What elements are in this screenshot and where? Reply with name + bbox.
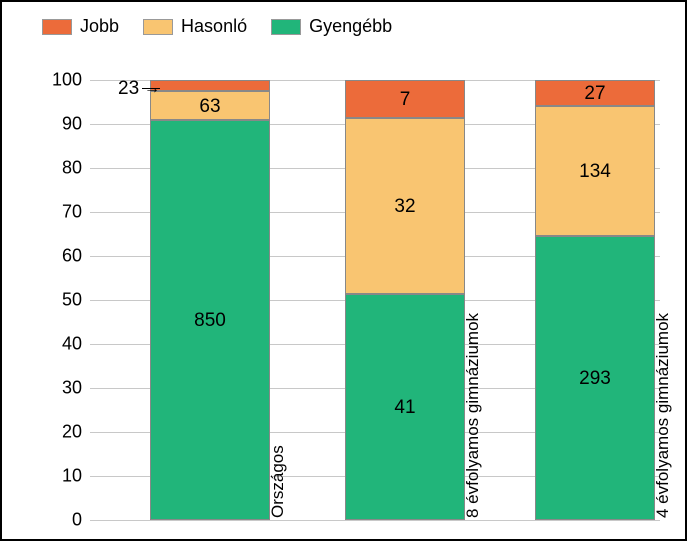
bar-value-label: 7 <box>345 89 465 111</box>
plot-area: 01020304050607080901008506323→Országos41… <box>90 80 660 520</box>
gridline <box>90 520 660 521</box>
arrow-icon: → <box>144 81 160 97</box>
bar-group: 41 32 7 <box>345 80 465 520</box>
legend-item-hasonlo: Hasonló <box>143 16 247 37</box>
category-label: 4 évfolyamos gimnáziumok <box>653 313 673 518</box>
bar-group: 293 134 27 <box>535 80 655 520</box>
y-tick-label: 30 <box>30 378 90 399</box>
bar-value-label: 63 <box>150 96 270 118</box>
arrow-line <box>142 88 160 89</box>
bar-value-label: 27 <box>535 83 655 105</box>
y-tick-label: 20 <box>30 422 90 443</box>
y-tick-label: 70 <box>30 202 90 223</box>
category-label: Országos <box>268 445 288 518</box>
external-value-label: 23 <box>118 78 139 100</box>
legend-swatch-hasonlo <box>143 19 173 35</box>
bar-group: 850 63 <box>150 80 270 520</box>
legend-item-jobb: Jobb <box>42 16 119 37</box>
bar-value-label: 293 <box>535 368 655 390</box>
y-tick-label: 90 <box>30 114 90 135</box>
y-tick-label: 100 <box>30 70 90 91</box>
legend-label-gyengebb: Gyengébb <box>309 16 392 37</box>
bar-value-label: 134 <box>535 161 655 183</box>
y-tick-label: 50 <box>30 290 90 311</box>
y-tick-label: 10 <box>30 466 90 487</box>
y-tick-label: 60 <box>30 246 90 267</box>
bar-value-label: 32 <box>345 196 465 218</box>
y-tick-label: 80 <box>30 158 90 179</box>
legend-swatch-jobb <box>42 19 72 35</box>
legend-item-gyengebb: Gyengébb <box>271 16 392 37</box>
bar-segment-jobb <box>150 80 270 91</box>
y-tick-label: 40 <box>30 334 90 355</box>
bar-value-label: 850 <box>150 310 270 332</box>
legend-label-hasonlo: Hasonló <box>181 16 247 37</box>
legend: Jobb Hasonló Gyengébb <box>2 2 685 37</box>
legend-swatch-gyengebb <box>271 19 301 35</box>
legend-label-jobb: Jobb <box>80 16 119 37</box>
y-tick-label: 0 <box>30 510 90 531</box>
category-label: 8 évfolyamos gimnáziumok <box>463 313 483 518</box>
bar-value-label: 41 <box>345 397 465 419</box>
chart-container: Jobb Hasonló Gyengébb 0 10 20 30 40 50 60 70 80 9… <box>0 0 687 541</box>
